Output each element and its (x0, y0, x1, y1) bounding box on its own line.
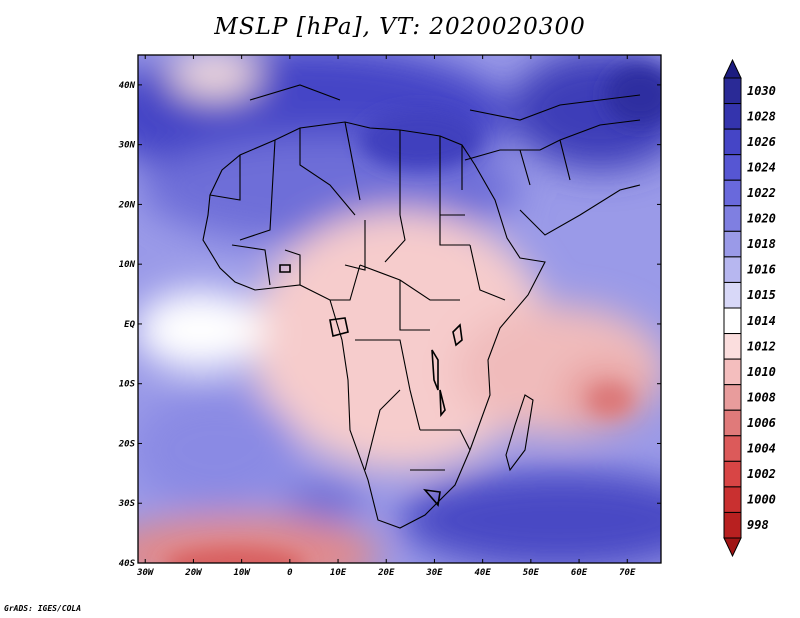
lon-label: 0 (287, 568, 293, 578)
lat-label: 20S (118, 439, 136, 449)
colorbar-label: 1028 (747, 109, 776, 123)
colorbar-label: 1002 (747, 467, 776, 481)
longitude-axis: 30W 20W 10W 0 10E 20E 30E 40E 50E 60E 70E (136, 55, 636, 578)
lon-label: 10E (330, 568, 347, 578)
grads-credit: GrADS: IGES/COLA (4, 604, 82, 613)
colorbar-segment (723, 358, 742, 386)
colorbar-segment (723, 205, 742, 232)
colorbar-label: 1006 (747, 416, 776, 430)
colorbar-segment (723, 435, 742, 462)
lon-label: 20W (184, 568, 203, 578)
lon-label: 20E (377, 568, 395, 578)
colorbar-arrow-bottom (723, 537, 742, 558)
latitude-axis: 40N 30N 20N 10N EQ 10S 20S 30S 40S (118, 81, 661, 569)
colorbar-segment (723, 384, 742, 411)
lon-label: 60E (571, 568, 588, 578)
colorbar-label: 1026 (747, 135, 776, 149)
map-frame: 40N 30N 20N 10N EQ 10S 20S 30S 40S 30W 20W 10W 0 10E… (118, 54, 662, 578)
lat-label: 40S (119, 559, 136, 569)
colorbar-label: 1014 (747, 314, 776, 328)
colorbar-segment (723, 103, 742, 130)
lat-label: EQ (124, 320, 135, 330)
colorbar-label: 1022 (747, 186, 776, 200)
lon-label: 50E (523, 568, 540, 578)
colorbar-segment (723, 128, 742, 156)
colorbar-segment (723, 256, 742, 283)
lat-label: 10N (119, 260, 136, 270)
colorbar-label: 998 (747, 518, 769, 532)
colorbar-label: 1016 (747, 263, 776, 277)
colorbar-segment (723, 511, 742, 539)
colorbar-segment (723, 307, 742, 335)
lon-label: 30E (425, 568, 443, 578)
lat-label: 30N (118, 141, 136, 151)
colorbar-segment (723, 230, 742, 258)
colorbar-segment (723, 460, 742, 488)
colorbar-label: 1018 (747, 237, 776, 251)
colorbar-segment (723, 409, 742, 437)
lat-label: 10S (119, 380, 136, 390)
colorbar-segment (723, 333, 742, 360)
colorbar-segment (723, 179, 742, 207)
lon-label: 10W (234, 568, 252, 578)
colorbar-segment (723, 281, 742, 309)
colorbar-label: 1030 (747, 84, 776, 98)
colorbar-label: 1015 (747, 288, 776, 302)
colorbar-label: 1012 (747, 339, 776, 353)
country-borders (202, 84, 641, 529)
chart-title: MSLP [hPa], VT: 2020020300 (214, 14, 586, 40)
colorbar-label: 1008 (747, 390, 776, 404)
colorbar-arrow-top (723, 58, 742, 79)
colorbar-segment (723, 486, 742, 513)
colorbar: 1030 1028 1026 1024 1022 1020 1018 1016 1015 1014… (723, 58, 776, 558)
water-bodies (279, 264, 463, 507)
colorbar-label: 1020 (747, 212, 776, 226)
lon-label: 30W (136, 568, 155, 578)
colorbar-label: 1024 (747, 160, 776, 174)
colorbar-label: 1000 (747, 493, 776, 507)
lat-label: 40N (119, 81, 136, 91)
lon-label: 40E (475, 568, 492, 578)
colorbar-label: 1010 (747, 365, 776, 379)
colorbar-segment (723, 154, 742, 181)
colorbar-segment (723, 77, 742, 105)
lat-label: 30S (118, 499, 136, 509)
lat-label: 20N (118, 200, 136, 210)
pressure-field (138, 55, 661, 563)
colorbar-label: 1004 (747, 442, 776, 456)
lon-label: 70E (619, 568, 636, 578)
